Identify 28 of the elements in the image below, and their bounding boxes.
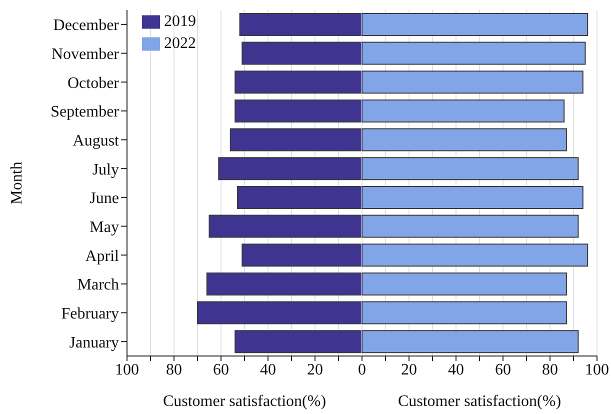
legend-label: 2019: [164, 13, 196, 30]
y-tick-label: December: [53, 17, 120, 34]
x-tick-label: 0: [358, 361, 366, 378]
x-tick-label: 80: [542, 361, 558, 378]
y-tick-label: July: [92, 161, 119, 178]
x-tick-label: 60: [495, 361, 511, 378]
y-axis-title: Month: [8, 162, 26, 204]
y-tick-label: May: [90, 218, 119, 236]
y-tick-label: February: [61, 305, 119, 322]
x-tick-label: 40: [448, 361, 464, 378]
x-axis-title: Customer satisfaction(%): [162, 393, 326, 410]
y-tick-label: September: [50, 104, 120, 121]
x-tick-label: 60: [213, 361, 229, 378]
x-tick-label: 100: [115, 361, 139, 378]
x-tick-label: 100: [585, 361, 609, 378]
y-tick-label: January: [69, 334, 119, 352]
x-tick-label: 40: [260, 361, 276, 378]
y-tick-label: November: [51, 46, 120, 63]
x-tick-label: 80: [166, 361, 182, 378]
y-tick-label: August: [72, 132, 120, 150]
y-tick-label: June: [90, 190, 119, 208]
x-tick-label: 20: [401, 361, 417, 378]
text: 2022: [164, 35, 196, 52]
y-tick-label: April: [85, 248, 120, 265]
x-tick-label: 20: [307, 361, 323, 378]
y-tick-label: March: [77, 276, 119, 294]
y-tick-label: October: [67, 74, 120, 92]
x-axis-title: Customer satisfaction(%): [398, 393, 562, 410]
